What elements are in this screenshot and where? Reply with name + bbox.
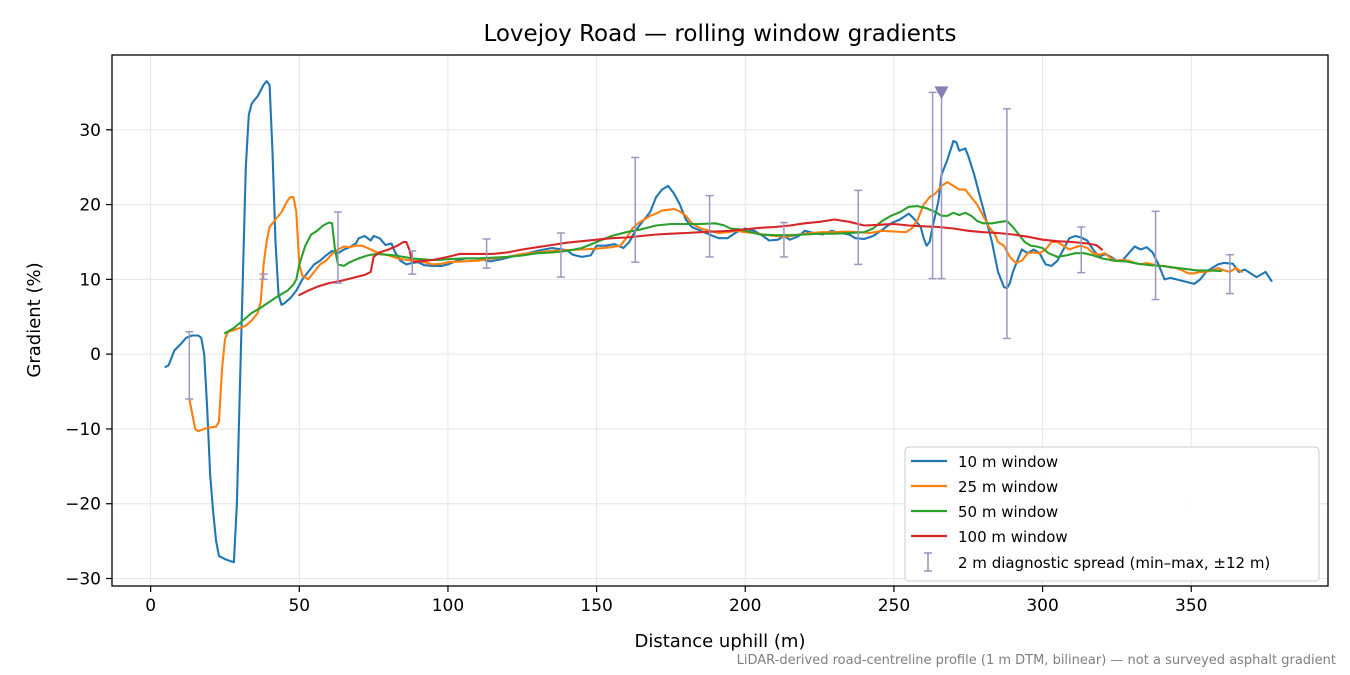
y-tick-label: −10 <box>65 420 101 440</box>
diagnostic-errorbar <box>705 194 714 258</box>
diagnostic-errorbar <box>779 221 788 258</box>
x-tick-label: 350 <box>1175 596 1207 616</box>
y-axis-label: Gradient (%) <box>24 262 45 377</box>
diagnostic-errorbar <box>928 91 937 280</box>
x-axis-label: Distance uphill (m) <box>635 631 806 652</box>
y-tick-label: −30 <box>65 570 101 590</box>
x-tick-label: 100 <box>432 596 464 616</box>
legend-label-50m: 50 m window <box>958 503 1058 521</box>
y-tick-label: −20 <box>65 495 101 515</box>
diagnostic-errorbar <box>631 156 640 263</box>
series-line-2 <box>223 205 1223 335</box>
diagnostic-errorbar <box>556 232 565 278</box>
legend-swatch-diagnostic <box>924 552 932 572</box>
diagnostic-errorbar <box>1151 210 1160 301</box>
chart-title: Lovejoy Road — rolling window gradients <box>483 21 956 47</box>
y-tick-label: 30 <box>79 121 101 141</box>
x-tick-label: 50 <box>288 596 310 616</box>
x-tick-label: 150 <box>580 596 612 616</box>
diagnostic-errorbar <box>854 189 863 266</box>
legend-label-25m: 25 m window <box>958 478 1058 496</box>
diagnostic-errorbar <box>482 238 491 269</box>
y-axis-ticks: −30 −20 −10 0 10 20 30 <box>65 121 112 590</box>
diagnostic-errorbar <box>1225 253 1234 295</box>
diagnostic-layer <box>185 86 1234 400</box>
diagnostic-errorbar <box>408 250 417 275</box>
plot-frame <box>111 54 1329 587</box>
legend-label-100m: 100 m window <box>958 528 1068 546</box>
footnote: LiDAR-derived road-centreline profile (1… <box>737 653 1336 668</box>
diagnostic-errorbar <box>1077 226 1086 274</box>
x-tick-label: 250 <box>878 596 910 616</box>
peak-marker-triangle <box>934 86 949 100</box>
x-tick-label: 200 <box>729 596 761 616</box>
diagnostic-errorbar <box>333 211 342 284</box>
diagnostic-errorbar <box>259 273 268 281</box>
legend-label-diagnostic: 2 m diagnostic spread (min–max, ±12 m) <box>958 554 1270 572</box>
diagnostic-errorbar <box>1002 108 1011 340</box>
x-tick-label: 300 <box>1026 596 1058 616</box>
x-tick-label: 0 <box>145 596 156 616</box>
y-tick-label: 10 <box>79 270 101 290</box>
y-tick-label: 20 <box>79 196 101 216</box>
series-layer <box>164 80 1273 564</box>
diagnostic-errorbar <box>185 330 194 400</box>
y-tick-label: 0 <box>90 345 101 365</box>
legend-box <box>904 446 1320 582</box>
legend: 10 m window 25 m window 50 m window 100 … <box>904 446 1320 582</box>
series-line-3 <box>298 218 1104 297</box>
legend-label-10m: 10 m window <box>958 453 1058 471</box>
x-axis-ticks: 0 50 100 150 200 250 300 350 <box>145 586 1207 616</box>
